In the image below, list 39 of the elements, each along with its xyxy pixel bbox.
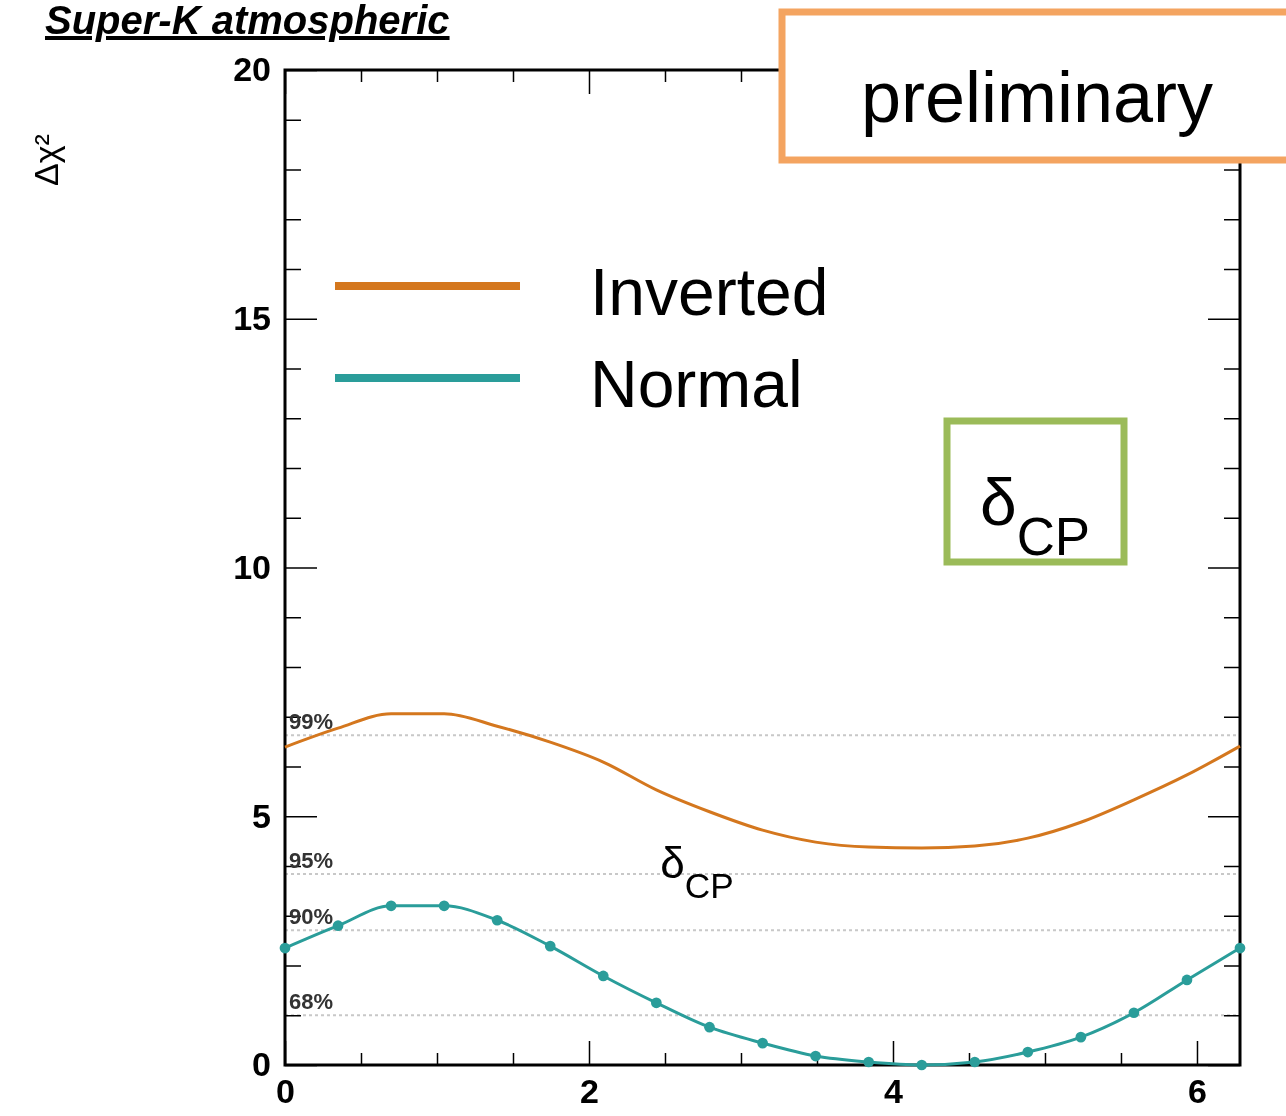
point	[704, 1021, 715, 1033]
chart-title: Super-K atmospheric	[45, 0, 450, 42]
annotation: 68%	[289, 989, 334, 1015]
annotation: δ$_{CP}$	[979, 465, 1091, 566]
point	[491, 914, 503, 926]
point	[332, 920, 344, 932]
annotation: 99%	[289, 709, 334, 735]
x-tick-label: 4	[884, 1071, 904, 1110]
point	[1128, 1007, 1140, 1019]
point	[1075, 1031, 1087, 1043]
point	[810, 1050, 821, 1062]
annotation: 95%	[289, 847, 334, 873]
y-tick-label: 5	[252, 796, 271, 835]
point	[916, 1059, 928, 1071]
point	[969, 1056, 981, 1068]
x-tick-label: 6	[1188, 1071, 1207, 1110]
point	[863, 1056, 875, 1068]
point	[1234, 942, 1246, 954]
y-axis-title: Δχ²	[27, 134, 65, 186]
y-tick-label: 10	[233, 547, 271, 586]
y-tick-label: 15	[233, 299, 271, 338]
point	[650, 997, 662, 1009]
legend-label: Normal	[590, 347, 803, 421]
point	[385, 900, 397, 912]
x-tick-label: 2	[580, 1071, 599, 1110]
annotation: preliminary	[860, 57, 1214, 137]
point	[279, 942, 291, 954]
point	[597, 970, 609, 982]
point	[438, 900, 450, 912]
x-tick-label: 0	[276, 1071, 295, 1110]
point	[544, 940, 556, 952]
y-tick-label: 0	[252, 1045, 271, 1084]
point	[1181, 974, 1193, 986]
point	[757, 1037, 768, 1049]
legend-label: Inverted	[590, 255, 829, 329]
point	[1022, 1046, 1034, 1058]
y-tick-label: 20	[233, 50, 271, 89]
annotation: 90%	[289, 904, 334, 930]
annotation: δ$_{CP}$	[660, 838, 734, 905]
